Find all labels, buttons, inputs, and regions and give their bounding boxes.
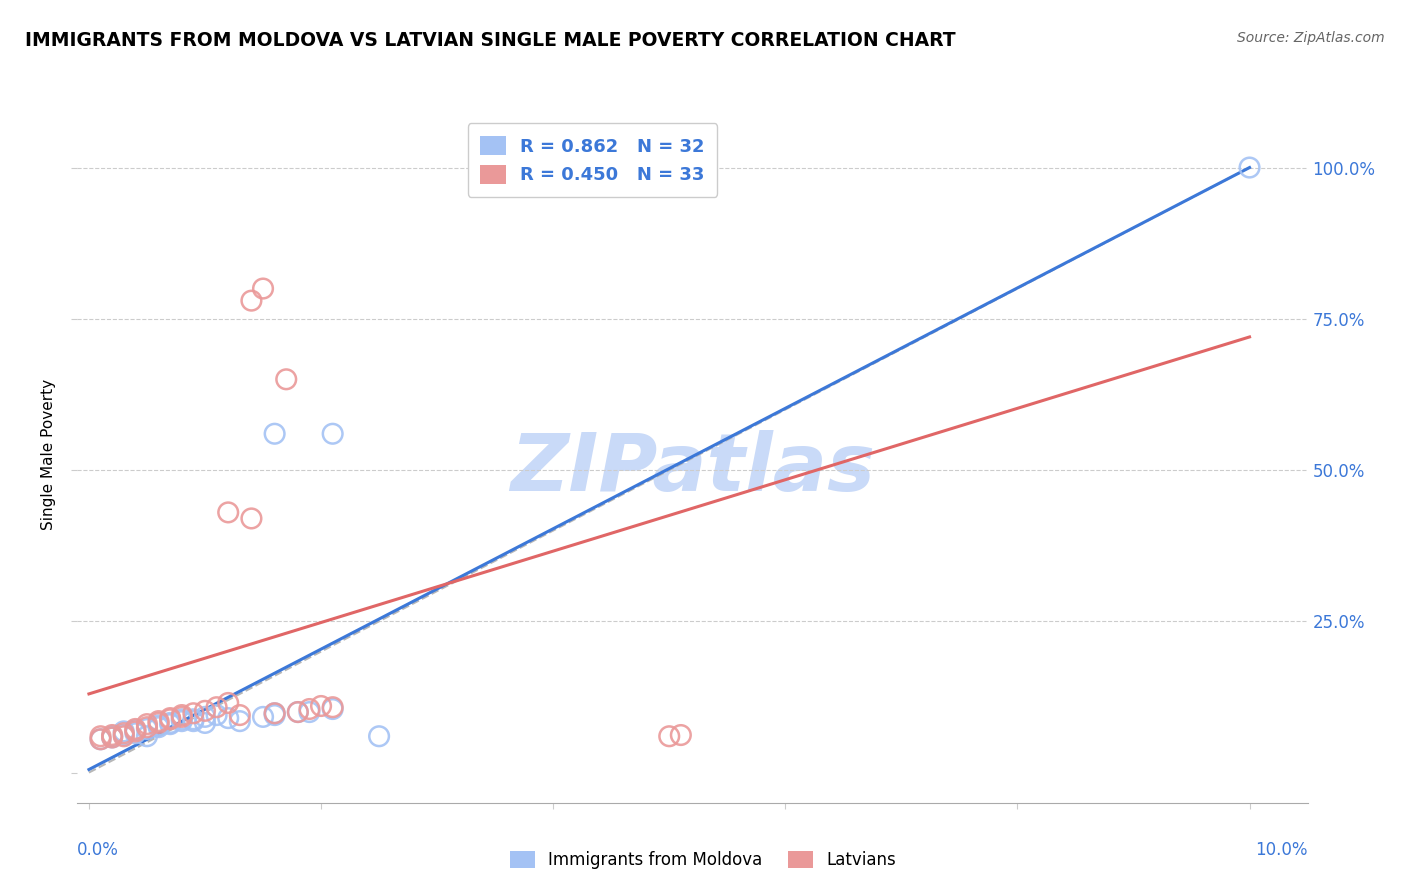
Point [124, 722, 146, 736]
Point [112, 724, 135, 739]
Point [101, 728, 124, 742]
Point [194, 715, 217, 730]
Point [90, 732, 112, 747]
Point [1239, 161, 1261, 175]
Point [229, 714, 252, 728]
Point [669, 728, 692, 742]
Point [252, 281, 274, 295]
Point [263, 706, 285, 721]
Legend: Immigrants from Moldova, Latvians: Immigrants from Moldova, Latvians [501, 841, 905, 880]
Point [183, 714, 205, 728]
Text: Source: ZipAtlas.com: Source: ZipAtlas.com [1237, 31, 1385, 45]
Point [322, 700, 344, 714]
Point [159, 715, 181, 730]
Point [217, 696, 239, 710]
Point [183, 712, 205, 726]
Text: 0.0%: 0.0% [77, 841, 120, 859]
Point [136, 717, 159, 731]
Point [112, 726, 135, 740]
Point [368, 729, 391, 743]
Point [276, 372, 298, 386]
Point [263, 708, 285, 723]
Point [205, 700, 228, 714]
Point [217, 711, 239, 725]
Point [229, 708, 252, 723]
Point [124, 723, 146, 738]
Point [90, 729, 112, 743]
Point [136, 720, 159, 734]
Point [287, 705, 309, 719]
Point [170, 712, 193, 726]
Point [263, 706, 285, 721]
Text: 10.0%: 10.0% [1256, 841, 1308, 859]
Point [90, 732, 112, 747]
Point [205, 708, 228, 723]
Point [298, 705, 321, 719]
Point [217, 505, 239, 519]
Legend: R = 0.862   N = 32, R = 0.450   N = 33: R = 0.862 N = 32, R = 0.450 N = 33 [468, 123, 717, 197]
Point [148, 715, 170, 730]
Y-axis label: Single Male Poverty: Single Male Poverty [41, 379, 56, 531]
Point [263, 426, 285, 441]
Point [148, 720, 170, 734]
Point [136, 722, 159, 736]
Point [170, 710, 193, 724]
Point [124, 724, 146, 739]
Point [101, 729, 124, 743]
Point [287, 705, 309, 719]
Point [309, 698, 332, 713]
Point [322, 702, 344, 716]
Point [252, 710, 274, 724]
Text: IMMIGRANTS FROM MOLDOVA VS LATVIAN SINGLE MALE POVERTY CORRELATION CHART: IMMIGRANTS FROM MOLDOVA VS LATVIAN SINGL… [25, 31, 956, 50]
Point [101, 731, 124, 745]
Point [658, 729, 681, 743]
Point [298, 702, 321, 716]
Point [194, 710, 217, 724]
Text: ZIPatlas: ZIPatlas [510, 430, 875, 508]
Point [159, 717, 181, 731]
Point [322, 426, 344, 441]
Point [148, 718, 170, 732]
Point [136, 729, 159, 743]
Point [240, 511, 263, 525]
Point [170, 708, 193, 723]
Point [240, 293, 263, 308]
Point [170, 714, 193, 728]
Point [148, 714, 170, 728]
Point [183, 706, 205, 721]
Point [159, 711, 181, 725]
Point [112, 729, 135, 743]
Point [124, 726, 146, 740]
Point [112, 728, 135, 742]
Point [159, 712, 181, 726]
Point [194, 704, 217, 718]
Point [101, 731, 124, 745]
